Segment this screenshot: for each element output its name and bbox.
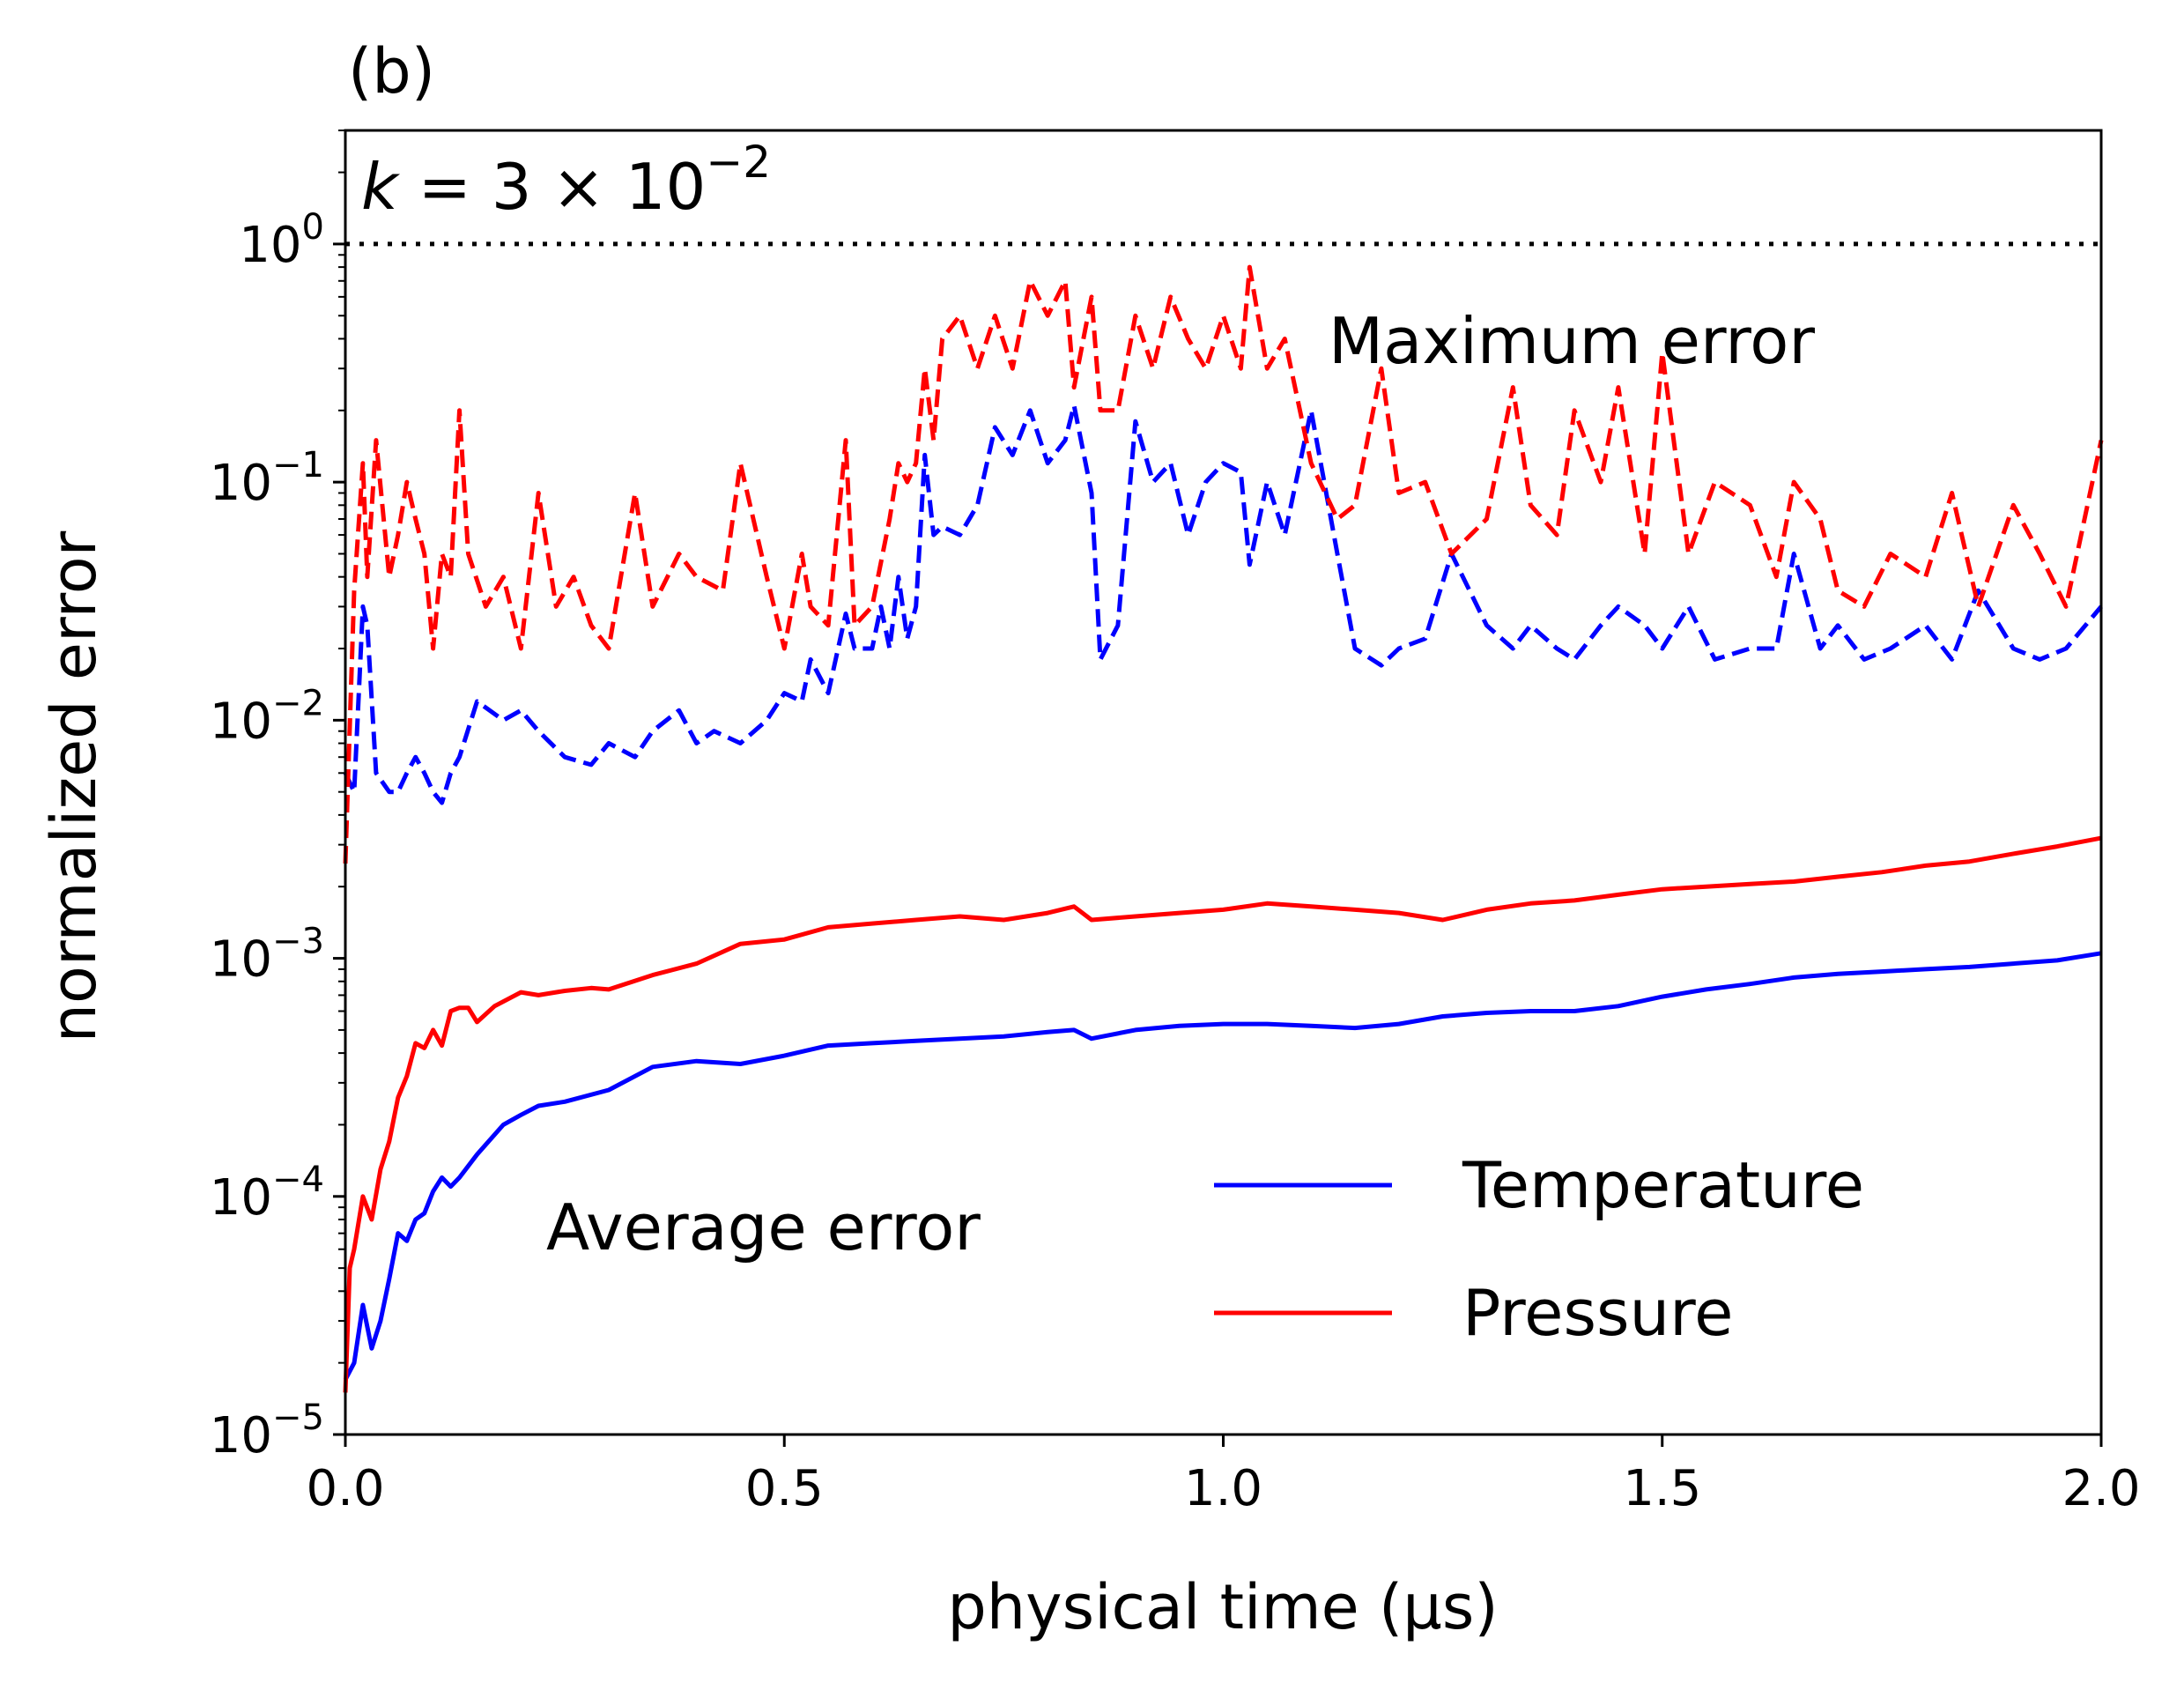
k-annotation: k = 3 × 10−2 [361,137,771,224]
x-axis-ticks: 0.0 0.5 1.0 1.5 2.0 [306,1435,2141,1517]
x-tick-label: 0.5 [745,1460,824,1517]
maximum-error-annotation: Maximum error [1329,304,1815,378]
legend-label-pressure: Pressure [1462,1276,1733,1350]
panel-label: (b) [348,35,435,108]
x-axis-title: physical time (μs) [947,1571,1498,1643]
y-tick-label: 10−1 [210,445,324,512]
series-layer [343,264,2104,1393]
y-axis-ticks: 10−5 10−4 10−3 10−2 10−1 100 [210,130,345,1464]
y-tick-label: 10−2 [210,683,324,750]
y-tick-label: 10−3 [210,922,324,989]
series-line-pressure-maximum [343,264,2104,864]
k-value: = 3 × 10 [398,150,707,224]
k-symbol: k [361,150,401,224]
y-tick-label: 100 [239,207,324,274]
legend-label-temperature: Temperature [1462,1148,1864,1222]
legend: Temperature Pressure [1214,1148,1864,1350]
y-axis-title: normalized error [38,530,110,1042]
k-exponent: −2 [706,137,771,188]
x-tick-label: 0.0 [306,1460,384,1517]
x-tick-label: 1.5 [1623,1460,1701,1517]
series-line-temperature-maximum [343,403,2103,805]
y-tick-label: 10−5 [210,1398,324,1464]
y-tick-label: 10−4 [210,1160,324,1227]
series-line-pressure-average [343,835,2102,1393]
series-line-temperature-average [343,951,2102,1381]
average-error-annotation: Average error [546,1190,981,1264]
x-tick-label: 1.0 [1184,1460,1262,1517]
x-tick-label: 2.0 [2062,1460,2140,1517]
